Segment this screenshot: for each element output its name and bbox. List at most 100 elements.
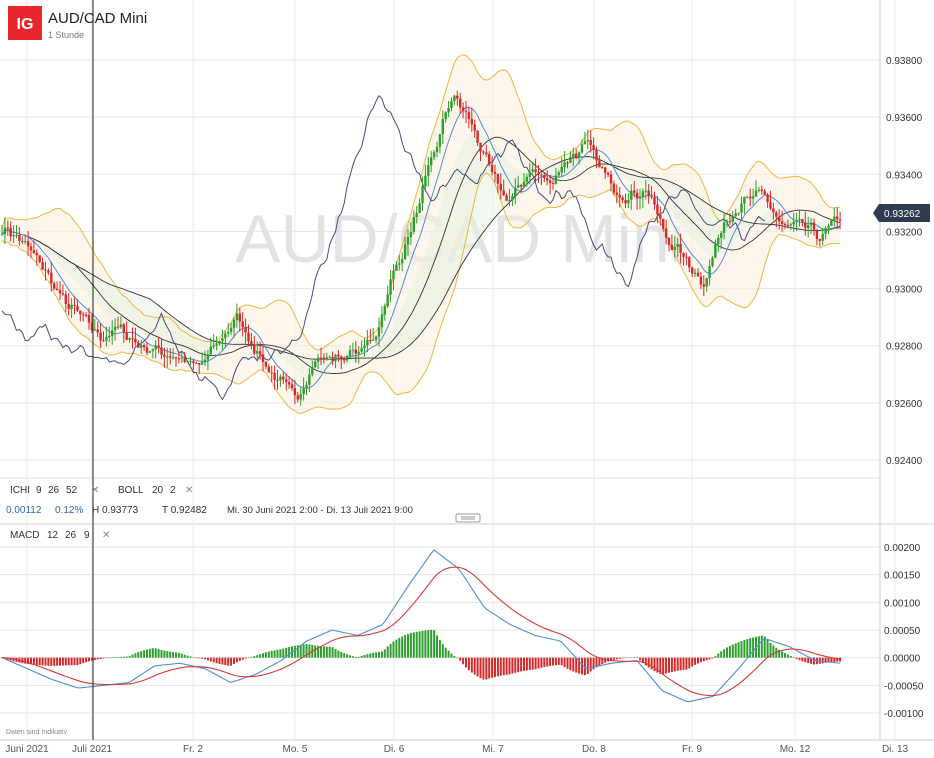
candle-body — [285, 379, 288, 383]
candle-body — [377, 327, 381, 337]
macd-histogram-bar — [230, 657, 233, 666]
candle-body — [224, 333, 227, 339]
candle-body — [572, 153, 575, 158]
candle-body — [798, 219, 801, 221]
candle-body — [827, 225, 830, 228]
macd-histogram-bar — [259, 654, 262, 658]
candle-body — [209, 346, 212, 355]
macd-histogram-bar — [56, 657, 59, 666]
macd-histogram-bar — [714, 656, 717, 658]
macd-histogram-bar — [430, 629, 433, 658]
macd-tick-label: -0.00100 — [884, 709, 924, 720]
macd-histogram-bar — [488, 657, 491, 679]
macd-histogram-bar — [163, 650, 166, 658]
macd-tick-label: 0.00050 — [884, 626, 921, 637]
candle-body — [792, 221, 795, 225]
candle-body — [432, 152, 436, 158]
boll-close-icon[interactable]: ✕ — [185, 485, 193, 496]
candle-body — [667, 237, 671, 245]
time-tick-label: Do. 8 — [582, 744, 606, 755]
candle-body — [29, 246, 33, 251]
macd-histogram-bar — [798, 657, 801, 661]
candle-body — [296, 395, 299, 400]
candle-body — [145, 347, 149, 353]
candle-body — [84, 314, 88, 316]
candle-body — [256, 351, 259, 354]
ichi-close-icon[interactable]: ✕ — [91, 485, 99, 496]
candle-body — [24, 241, 27, 243]
candle-body — [374, 336, 378, 340]
candle-body — [606, 172, 610, 175]
candle-body — [537, 172, 540, 175]
candle-body — [786, 224, 790, 226]
macd-line — [1, 549, 841, 703]
macd-close-icon[interactable]: ✕ — [102, 530, 110, 541]
candle-body — [427, 165, 430, 176]
macd-histogram-bar — [598, 657, 601, 666]
candle-body — [290, 384, 294, 389]
candle-body — [818, 238, 821, 241]
candle-body — [612, 183, 616, 193]
macd-histogram-bar — [534, 657, 537, 670]
candle-body — [134, 338, 137, 343]
macd-histogram-bar — [450, 653, 453, 658]
candle-body — [824, 227, 827, 234]
candle-body — [676, 244, 679, 247]
candle-body — [15, 234, 18, 236]
macd-histogram-bar — [180, 653, 183, 658]
macd-histogram-bar — [595, 657, 598, 668]
candle-body — [624, 200, 627, 204]
candle-body — [12, 235, 15, 237]
macd-histogram-bar — [523, 657, 525, 671]
macd-histogram-bar — [340, 652, 343, 658]
macd-histogram-bar — [752, 637, 755, 658]
ig-logo — [8, 6, 42, 40]
candle-body — [467, 112, 471, 119]
candle-body — [241, 321, 244, 328]
candle-body — [751, 196, 755, 199]
macd-histogram-bar — [592, 657, 595, 670]
macd-histogram-bar — [618, 657, 621, 659]
candle-body — [198, 363, 201, 365]
candle-body — [322, 357, 326, 360]
candle-body — [618, 194, 621, 198]
macd-histogram-bar — [218, 657, 221, 664]
candle-body — [380, 314, 384, 328]
candle-body — [691, 267, 694, 274]
macd-histogram-bar — [673, 657, 676, 672]
macd-histogram-bar — [317, 645, 320, 658]
candle-body — [746, 196, 749, 198]
candle-body — [157, 345, 160, 348]
candle-body — [783, 223, 787, 225]
candle-body — [142, 345, 146, 348]
candle-body — [459, 98, 462, 108]
candle-body — [41, 262, 44, 270]
macd-histogram-bar — [386, 646, 389, 658]
macd-histogram-bar — [711, 657, 714, 659]
macd-histogram-bar — [656, 657, 659, 673]
macd-histogram-bar — [621, 657, 624, 659]
candle-body — [479, 142, 482, 152]
candle-body — [9, 227, 12, 237]
candle-body — [160, 347, 163, 355]
candle-body — [592, 145, 595, 150]
candle-body — [447, 108, 450, 113]
macd-histogram-bar — [813, 657, 815, 665]
candle-body — [548, 180, 552, 184]
candle-body — [316, 357, 320, 362]
low-value: T 0.92482 — [162, 505, 207, 516]
candle-body — [488, 154, 491, 165]
macd-histogram-bar — [517, 657, 520, 673]
candle-body — [148, 351, 152, 353]
candle-body — [189, 360, 192, 362]
macd-histogram-bar — [415, 631, 418, 658]
candle-body — [461, 107, 465, 112]
panel-resize-handle[interactable] — [455, 513, 481, 523]
candle-body — [685, 256, 688, 258]
candle-body — [354, 349, 357, 354]
candle-body — [638, 197, 642, 199]
candle-body — [273, 372, 276, 380]
candle-body — [760, 189, 763, 192]
macd-histogram-bar — [650, 657, 653, 670]
macd-histogram-bar — [244, 657, 247, 659]
